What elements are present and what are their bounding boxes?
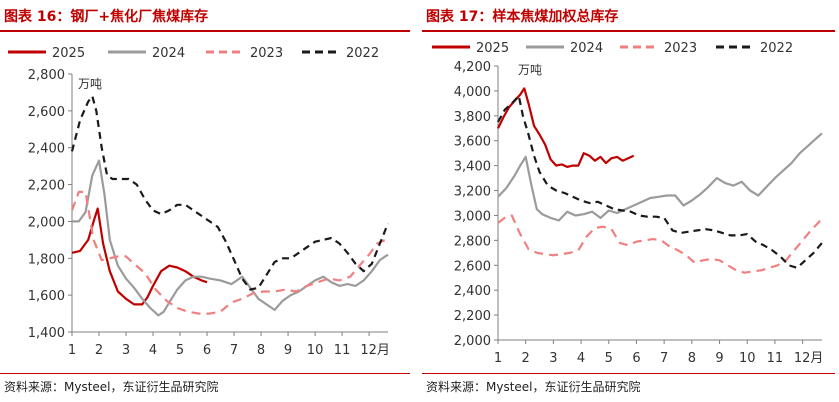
bottom-rule — [422, 373, 835, 374]
legend-label-2025: 2025 — [476, 41, 509, 56]
line-chart: 2,000 2,200 2,400 2,600 2,800 3,000 3,200 3,400… — [432, 41, 824, 366]
legend-label-2023: 2023 — [250, 46, 283, 61]
y-tick-label: 2,000 — [454, 334, 491, 349]
y-tick-label: 3,400 — [454, 160, 491, 175]
legend-label-2024: 2024 — [570, 41, 603, 56]
x-tick-label: 7 — [660, 351, 668, 366]
figure-title: 图表 17：样本焦煤加权总库存 — [426, 9, 619, 25]
series-line-2023 — [70, 190, 386, 315]
x-tick-label: 11 — [334, 343, 351, 358]
x-tick-label: 8 — [688, 351, 696, 366]
unit-label: 万吨 — [78, 77, 102, 91]
series-line-2022 — [70, 94, 390, 291]
x-tick-label: 9 — [284, 343, 292, 358]
y-tick-label: 3,000 — [454, 209, 491, 224]
x-tick-label: 3 — [549, 351, 557, 366]
y-tick-label: 2,400 — [454, 284, 491, 299]
x-tick-label: 10 — [307, 343, 324, 358]
x-tick-label: 1 — [494, 351, 502, 366]
x-tick-label: 7 — [230, 343, 238, 358]
x-tick-label: 3 — [122, 343, 130, 358]
x-tick-label: 5 — [176, 343, 184, 358]
x-tick-label: 12月 — [360, 343, 390, 358]
x-tick-label: 5 — [605, 351, 613, 366]
y-tick-label: 4,200 — [454, 60, 491, 75]
legend-label-2022: 2022 — [346, 46, 379, 61]
title-rule — [422, 30, 835, 32]
series-line-2022 — [497, 94, 823, 269]
y-tick-label: 1,400 — [28, 326, 65, 341]
y-tick-label: 3,600 — [454, 135, 491, 150]
series-line-2024 — [497, 132, 823, 222]
y-tick-label: 2,000 — [28, 215, 65, 230]
y-tick-label: 1,600 — [28, 289, 65, 304]
legend-label-2024: 2024 — [152, 46, 185, 61]
x-tick-label: 8 — [257, 343, 265, 358]
y-tick-label: 2,800 — [454, 234, 491, 249]
figure-title: 图表 16：钢厂+焦化厂焦煤库存 — [4, 9, 209, 25]
y-tick-label: 2,400 — [28, 142, 65, 157]
y-tick-label: 2,200 — [454, 309, 491, 324]
legend-label-2023: 2023 — [664, 41, 697, 56]
chart-panel-left: 图表 16：钢厂+焦化厂焦煤库存 1,400 1,600 1,800 2,000 2,2… — [0, 0, 414, 402]
x-tick-label: 11 — [767, 351, 784, 366]
x-tick-label: 6 — [632, 351, 640, 366]
source-note: 资料来源：Mysteel，东证衍生品研究院 — [426, 380, 641, 394]
chart-panel-right: 图表 17：样本焦煤加权总库存 2,000 2,200 2,400 2,600 2,80… — [422, 0, 839, 402]
x-tick-label: 12月 — [794, 351, 824, 366]
y-tick-label: 2,800 — [28, 68, 65, 83]
x-tick-label: 6 — [203, 343, 211, 358]
title-rule — [0, 30, 410, 32]
legend-label-2022: 2022 — [760, 41, 793, 56]
source-note: 资料来源：Mysteel，东证衍生品研究院 — [4, 380, 219, 394]
y-tick-label: 1,800 — [28, 252, 65, 267]
x-tick-label: 9 — [715, 351, 723, 366]
x-tick-label: 4 — [577, 351, 585, 366]
y-tick-label: 2,200 — [28, 179, 65, 194]
line-chart: 1,400 1,600 1,800 2,000 2,200 2,400 2,600 2,800… — [8, 46, 390, 358]
x-tick-label: 2 — [95, 343, 103, 358]
x-tick-label: 1 — [68, 343, 76, 358]
legend-label-2025: 2025 — [52, 46, 85, 61]
x-tick-label: 2 — [522, 351, 530, 366]
series-line-2023 — [497, 214, 823, 274]
y-tick-label: 2,600 — [454, 259, 491, 274]
x-tick-label: 4 — [149, 343, 157, 358]
y-tick-label: 4,000 — [454, 85, 491, 100]
series-line-2025 — [71, 207, 208, 306]
unit-label: 万吨 — [518, 63, 542, 77]
x-tick-label: 10 — [739, 351, 756, 366]
y-tick-label: 3,200 — [454, 185, 491, 200]
y-tick-label: 3,800 — [454, 110, 491, 125]
y-tick-label: 2,600 — [28, 105, 65, 120]
series-line-2025 — [497, 87, 635, 168]
bottom-rule — [0, 373, 410, 374]
